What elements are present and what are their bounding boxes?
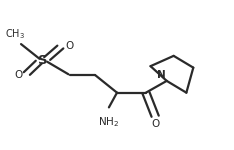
Text: O: O <box>14 70 22 80</box>
Text: O: O <box>151 119 159 129</box>
Text: CH$_3$: CH$_3$ <box>5 27 25 41</box>
Text: NH$_2$: NH$_2$ <box>98 115 120 129</box>
Text: S: S <box>38 54 48 67</box>
Text: N: N <box>157 70 166 80</box>
Text: O: O <box>65 40 73 51</box>
